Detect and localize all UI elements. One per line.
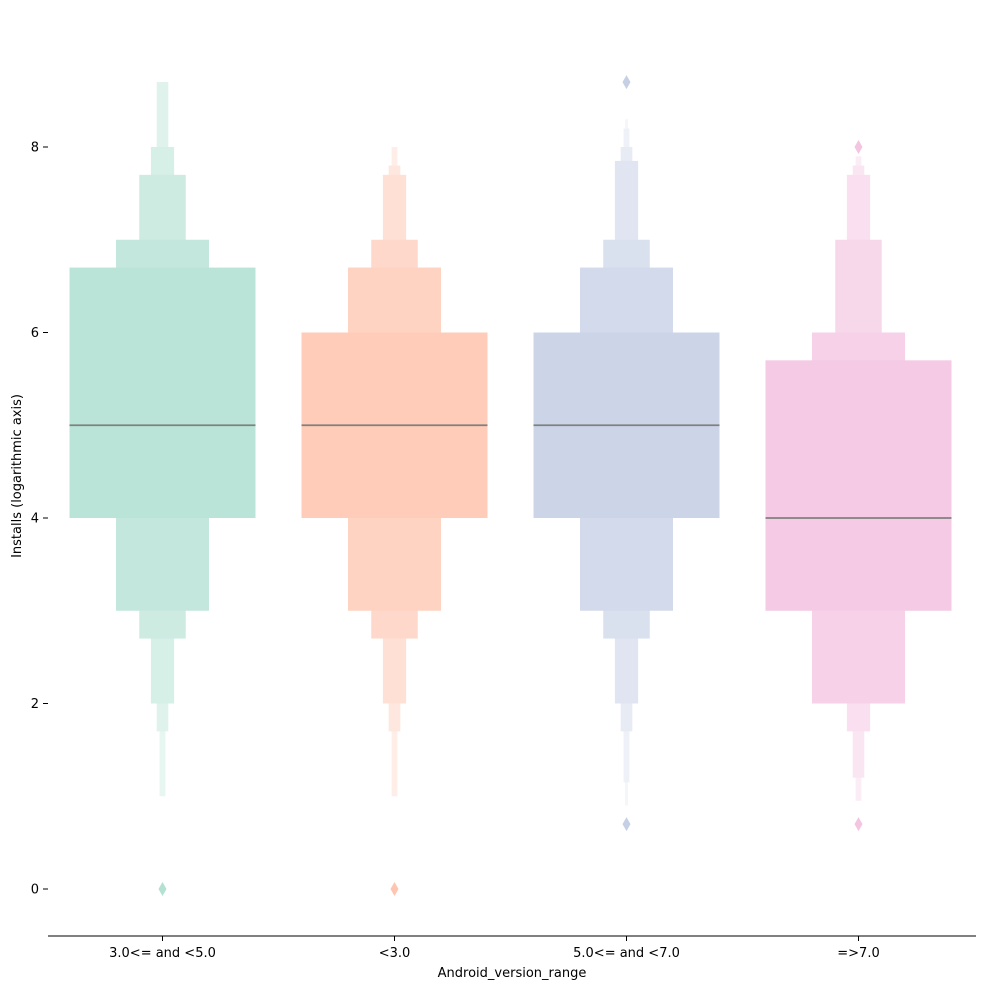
x-tick-label: 5.0<= and <7.0 — [573, 946, 680, 961]
y-tick-label: 0 — [31, 883, 39, 898]
outlier-point — [622, 817, 631, 832]
plot-area — [69, 75, 952, 896]
outlier-point — [622, 75, 631, 90]
y-tick-label: 8 — [31, 141, 39, 156]
box-group — [533, 75, 720, 832]
x-tick-label: 3.0<= and <5.0 — [109, 946, 216, 961]
y-tick-label: 6 — [31, 326, 39, 341]
x-axis-label: Android_version_range — [438, 966, 587, 981]
outlier-point — [158, 882, 167, 896]
outlier-point — [854, 817, 863, 832]
box-group — [69, 82, 256, 896]
x-axis: 3.0<= and <5.0 <3.0 5.0<= and <7.0 =>7.0 — [48, 935, 976, 961]
x-tick-label: =>7.0 — [837, 946, 879, 961]
boxen-level — [69, 267, 256, 518]
box-group — [765, 140, 952, 832]
y-tick-label: 2 — [31, 697, 39, 712]
x-tick-label: <3.0 — [379, 946, 411, 961]
y-axis: 0 2 4 6 8 — [31, 141, 48, 898]
outlier-point — [854, 140, 863, 154]
y-axis-label: Installs (logarithmic axis) — [10, 394, 25, 558]
boxen-level — [765, 360, 952, 611]
box-group — [301, 147, 488, 896]
outlier-point — [390, 882, 399, 896]
y-tick-label: 4 — [31, 512, 39, 527]
